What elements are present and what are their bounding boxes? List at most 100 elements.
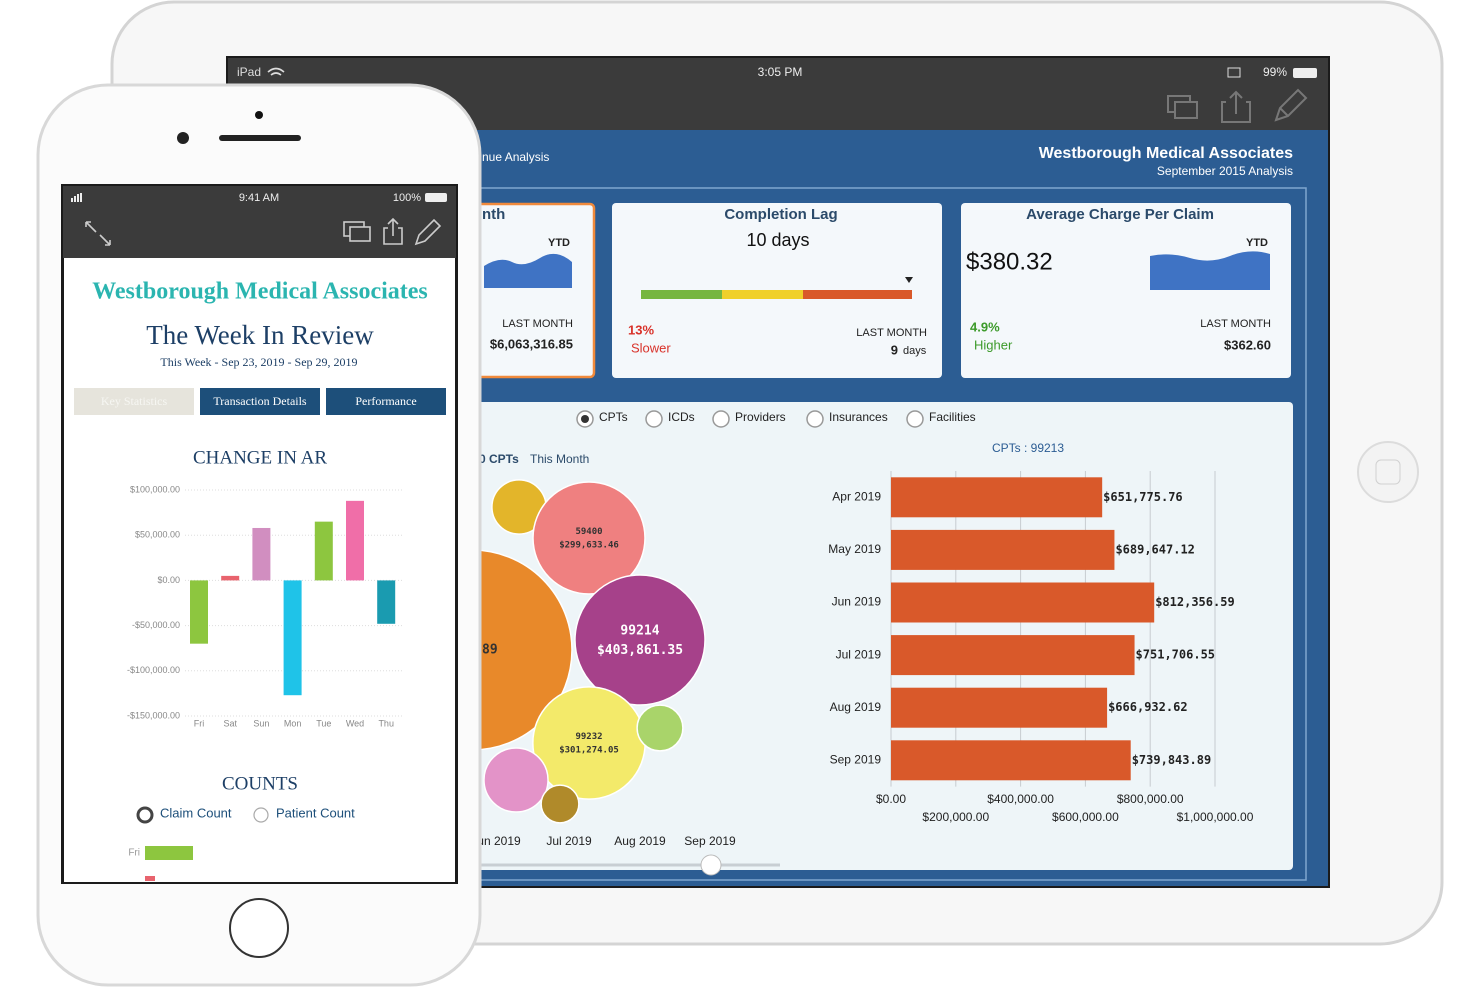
- radio-label: ICDs: [668, 410, 695, 424]
- lag-gauge: [641, 277, 913, 299]
- toolbar-icons: [85, 217, 442, 246]
- bubble[interactable]: [532, 686, 646, 800]
- x-tick-label: $200,000.00: [922, 810, 989, 824]
- radio-label: Patient Count: [276, 805, 355, 820]
- bubble-label: 99232: [575, 732, 602, 742]
- bar[interactable]: [252, 527, 271, 581]
- battery-icon: [1293, 68, 1317, 78]
- wifi-icon: [267, 67, 285, 76]
- signal-icon: [71, 193, 82, 202]
- analysis-period: September 2015 Analysis: [1157, 164, 1293, 178]
- radio-group: Claim Count Patient Count: [136, 805, 355, 824]
- x-tick-label: Sat: [223, 718, 237, 728]
- bar[interactable]: [891, 477, 1103, 518]
- card-compare-value: 9: [891, 342, 898, 357]
- bubble[interactable]: [574, 574, 706, 706]
- tab-label: Key Statistics: [101, 394, 168, 408]
- y-tick-label: $50,000.00: [135, 530, 180, 540]
- card-title: Completion Lag: [724, 206, 837, 223]
- x-tick-label: $600,000.00: [1052, 810, 1119, 824]
- radio-dot: [581, 415, 589, 423]
- tab[interactable]: [326, 388, 446, 415]
- x-tick-label: $0.00: [876, 792, 906, 806]
- tab-label: Performance: [355, 394, 416, 408]
- x-axis-label: Aug 2019: [614, 834, 666, 848]
- bar[interactable]: [346, 500, 364, 581]
- y-tick-label: Sep 2019: [830, 752, 882, 766]
- radio-label: Claim Count: [160, 805, 232, 820]
- toolbar-icons: [1167, 88, 1308, 123]
- section-title: COUNTS: [222, 773, 298, 794]
- bar[interactable]: [221, 575, 240, 581]
- home-icon: [1375, 459, 1401, 485]
- bar[interactable]: [377, 580, 396, 624]
- edit-icon[interactable]: [1274, 88, 1308, 122]
- count-bar-preview: [145, 846, 193, 860]
- radio-button[interactable]: [136, 806, 154, 824]
- card-compare-unit: days: [903, 345, 927, 357]
- y-tick-label: Jul 2019: [836, 647, 882, 661]
- card-value: 10 days: [746, 230, 809, 250]
- card-change: 4.9%: [970, 319, 1000, 334]
- bubble[interactable]: [483, 747, 549, 813]
- x-tick-label: Mon: [284, 718, 302, 728]
- radio-label: Insurances: [829, 410, 888, 424]
- x-tick-label: $1,000,000.00: [1177, 810, 1254, 824]
- tab-label: Transaction Details: [213, 394, 307, 408]
- bubble[interactable]: [636, 704, 684, 752]
- card-compare-label: LAST MONTH: [856, 327, 927, 339]
- bar[interactable]: [283, 580, 302, 696]
- radio-button[interactable]: [806, 410, 824, 428]
- change-chart: CHANGE IN AR $100,000.00 $50,000.00 $0.00 -$…: [127, 447, 402, 728]
- bar[interactable]: [891, 635, 1135, 676]
- status-time: 3:05 PM: [758, 65, 803, 79]
- x-tick-label: Sun: [253, 718, 269, 728]
- bubble-label: 99214: [620, 623, 659, 638]
- org-name: Westborough Medical Associates: [92, 279, 428, 305]
- bar[interactable]: [891, 582, 1155, 623]
- card-period: YTD: [548, 237, 570, 249]
- battery-level: 100%: [393, 192, 421, 204]
- iphone-home-button[interactable]: [229, 898, 289, 958]
- device-name: iPad: [237, 65, 261, 79]
- bar[interactable]: [190, 580, 208, 644]
- data-label: $739,843.89: [1132, 753, 1211, 767]
- radio-button[interactable]: [906, 410, 924, 428]
- tab[interactable]: [200, 388, 320, 415]
- bubble[interactable]: [532, 481, 646, 595]
- x-axis-label: Sep 2019: [684, 834, 736, 848]
- battery-level: 99%: [1263, 65, 1287, 79]
- x-tick-label: Fri: [194, 718, 205, 728]
- tab[interactable]: [74, 388, 194, 415]
- chart-title: This Month: [530, 452, 589, 466]
- data-label: $689,647.12: [1115, 542, 1194, 556]
- expand-icon[interactable]: [85, 221, 111, 246]
- share-icon[interactable]: [1221, 90, 1251, 123]
- org-name: Westborough Medical Associates: [1039, 145, 1293, 162]
- card-period: YTD: [1246, 237, 1268, 249]
- y-tick-label: -$100,000.00: [127, 665, 180, 675]
- bar[interactable]: [891, 687, 1108, 728]
- bubble-value-label: $299,633.46: [559, 541, 619, 551]
- card-value: $380.32: [966, 248, 1053, 275]
- bubble-label: 59400: [575, 527, 602, 537]
- bar[interactable]: [891, 740, 1131, 781]
- edit-icon[interactable]: [414, 218, 442, 246]
- x-tick-label: Tue: [316, 718, 331, 728]
- radio-label: Facilities: [929, 410, 976, 424]
- bar[interactable]: [891, 529, 1115, 570]
- ipad-home-button[interactable]: [1357, 441, 1419, 503]
- y-tick-label: Aug 2019: [830, 700, 882, 714]
- bubble-value-label: $403,861.35: [597, 643, 683, 658]
- radio-button[interactable]: [712, 410, 730, 428]
- radio-button[interactable]: [645, 410, 663, 428]
- time-slider-knob[interactable]: [700, 854, 722, 876]
- bar[interactable]: [314, 521, 333, 581]
- x-axis-label: Jul 2019: [546, 834, 592, 848]
- bubble[interactable]: [540, 784, 580, 824]
- data-label: $751,706.55: [1136, 648, 1215, 662]
- share-icon[interactable]: [383, 217, 403, 245]
- kpi-card[interactable]: [961, 203, 1291, 378]
- radio-button[interactable]: [253, 807, 269, 823]
